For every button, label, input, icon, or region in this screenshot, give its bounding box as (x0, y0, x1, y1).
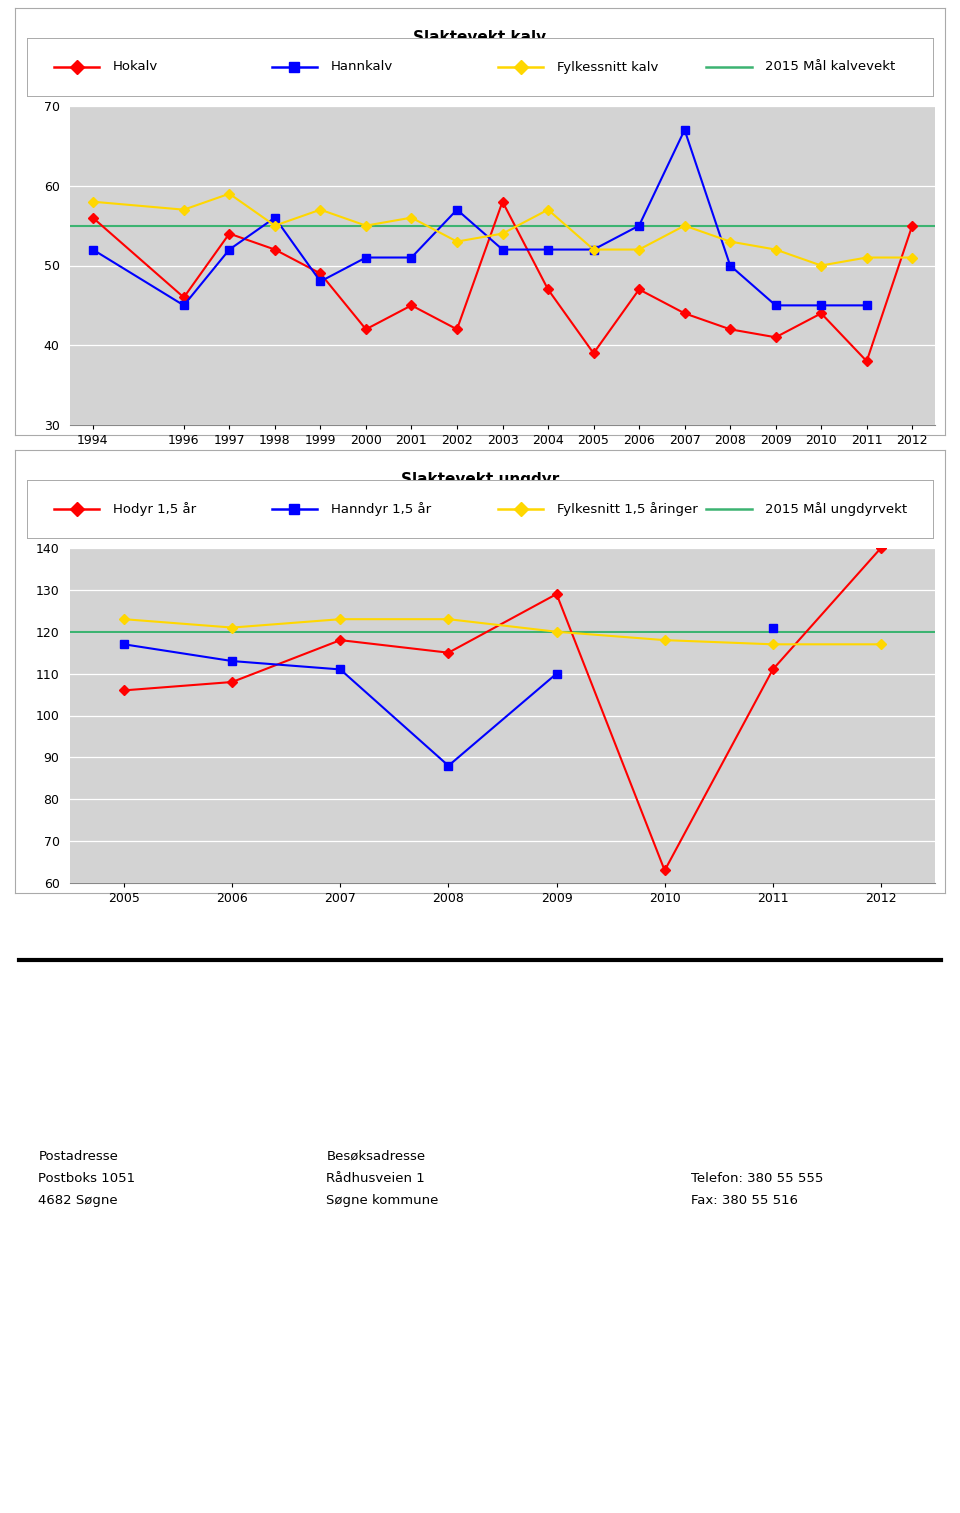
Text: Hanndyr 1,5 år: Hanndyr 1,5 år (330, 502, 431, 516)
Text: Fax: 380 55 516: Fax: 380 55 516 (691, 1194, 798, 1207)
Text: Rådhusveien 1: Rådhusveien 1 (326, 1173, 425, 1185)
Text: Fylkesnitt 1,5 åringer: Fylkesnitt 1,5 åringer (557, 502, 698, 516)
Text: Slaktevekt ungdyr: Slaktevekt ungdyr (401, 472, 559, 487)
Text: 4682 Søgne: 4682 Søgne (38, 1194, 118, 1207)
Text: Slaktevekt kalv: Slaktevekt kalv (414, 30, 546, 45)
Text: Hodyr 1,5 år: Hodyr 1,5 år (113, 502, 196, 516)
Text: 2015 Mål ungdyrvekt: 2015 Mål ungdyrvekt (765, 502, 907, 516)
Text: Telefon: 380 55 555: Telefon: 380 55 555 (691, 1173, 824, 1185)
Text: Søgne kommune: Søgne kommune (326, 1194, 439, 1207)
Text: 2015 Mål kalvevekt: 2015 Mål kalvevekt (765, 61, 896, 74)
Text: Hannkalv: Hannkalv (330, 61, 393, 74)
Text: Besøksadresse: Besøksadresse (326, 1150, 425, 1163)
Text: Postboks 1051: Postboks 1051 (38, 1173, 135, 1185)
Text: Hokalv: Hokalv (113, 61, 158, 74)
Text: Fylkessnitt kalv: Fylkessnitt kalv (557, 61, 659, 74)
Text: Postadresse: Postadresse (38, 1150, 118, 1163)
